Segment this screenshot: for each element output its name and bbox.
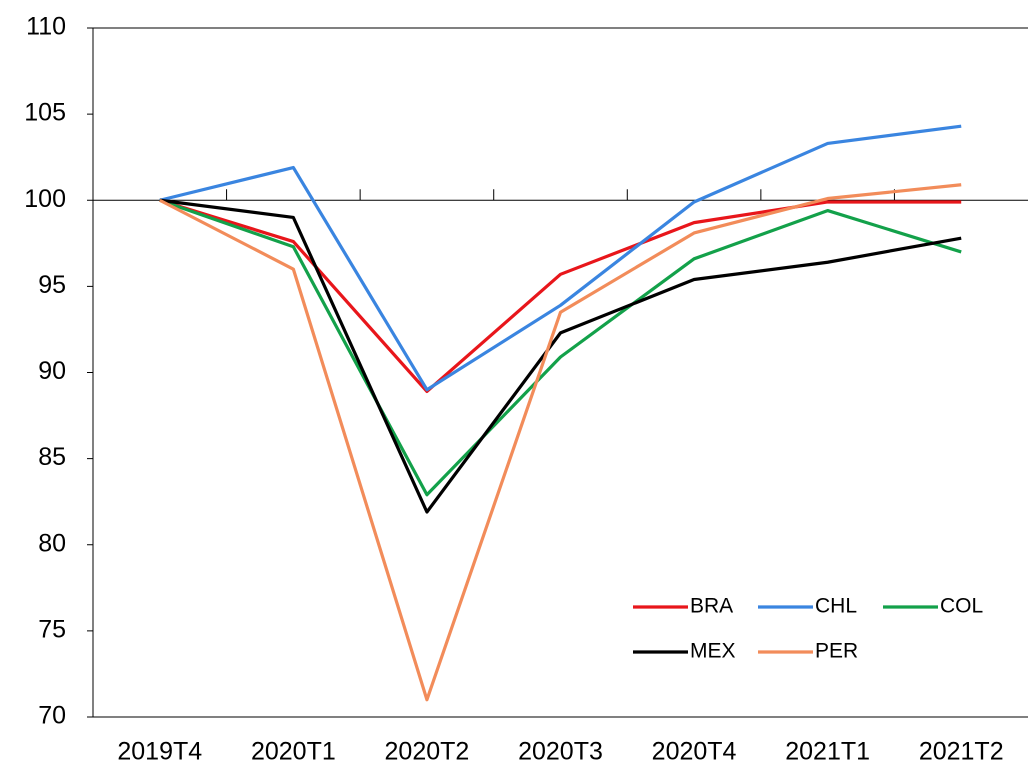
y-tick-label: 110 (26, 13, 66, 41)
legend-label: BRA (690, 595, 733, 618)
legend-label: MEX (690, 640, 736, 663)
legend-label: PER (815, 640, 858, 663)
y-tick-label: 105 (24, 99, 66, 127)
series-line (159, 198, 962, 514)
y-tick-label: 100 (24, 185, 66, 213)
series-line (159, 124, 962, 392)
y-tick-label: 95 (38, 271, 66, 299)
x-tick-label: 2020T3 (518, 738, 603, 766)
y-tick-label: 70 (38, 702, 66, 730)
series-line (159, 198, 962, 497)
y-tick-label: 80 (38, 529, 66, 557)
x-tick-label: 2019T4 (117, 738, 202, 766)
x-tick-label: 2021T2 (919, 738, 1004, 766)
series-line (159, 198, 962, 394)
y-tick-label: 90 (38, 357, 66, 385)
y-tick-label: 85 (38, 443, 66, 471)
legend-label: COL (940, 595, 983, 618)
legend-label: CHL (815, 595, 857, 618)
x-tick-label: 2020T2 (385, 738, 470, 766)
x-tick-label: 2021T1 (785, 738, 870, 766)
x-tick-label: 2020T1 (251, 738, 336, 766)
y-tick-label: 75 (38, 615, 66, 643)
series-line (159, 183, 962, 702)
x-tick-label: 2020T4 (652, 738, 737, 766)
